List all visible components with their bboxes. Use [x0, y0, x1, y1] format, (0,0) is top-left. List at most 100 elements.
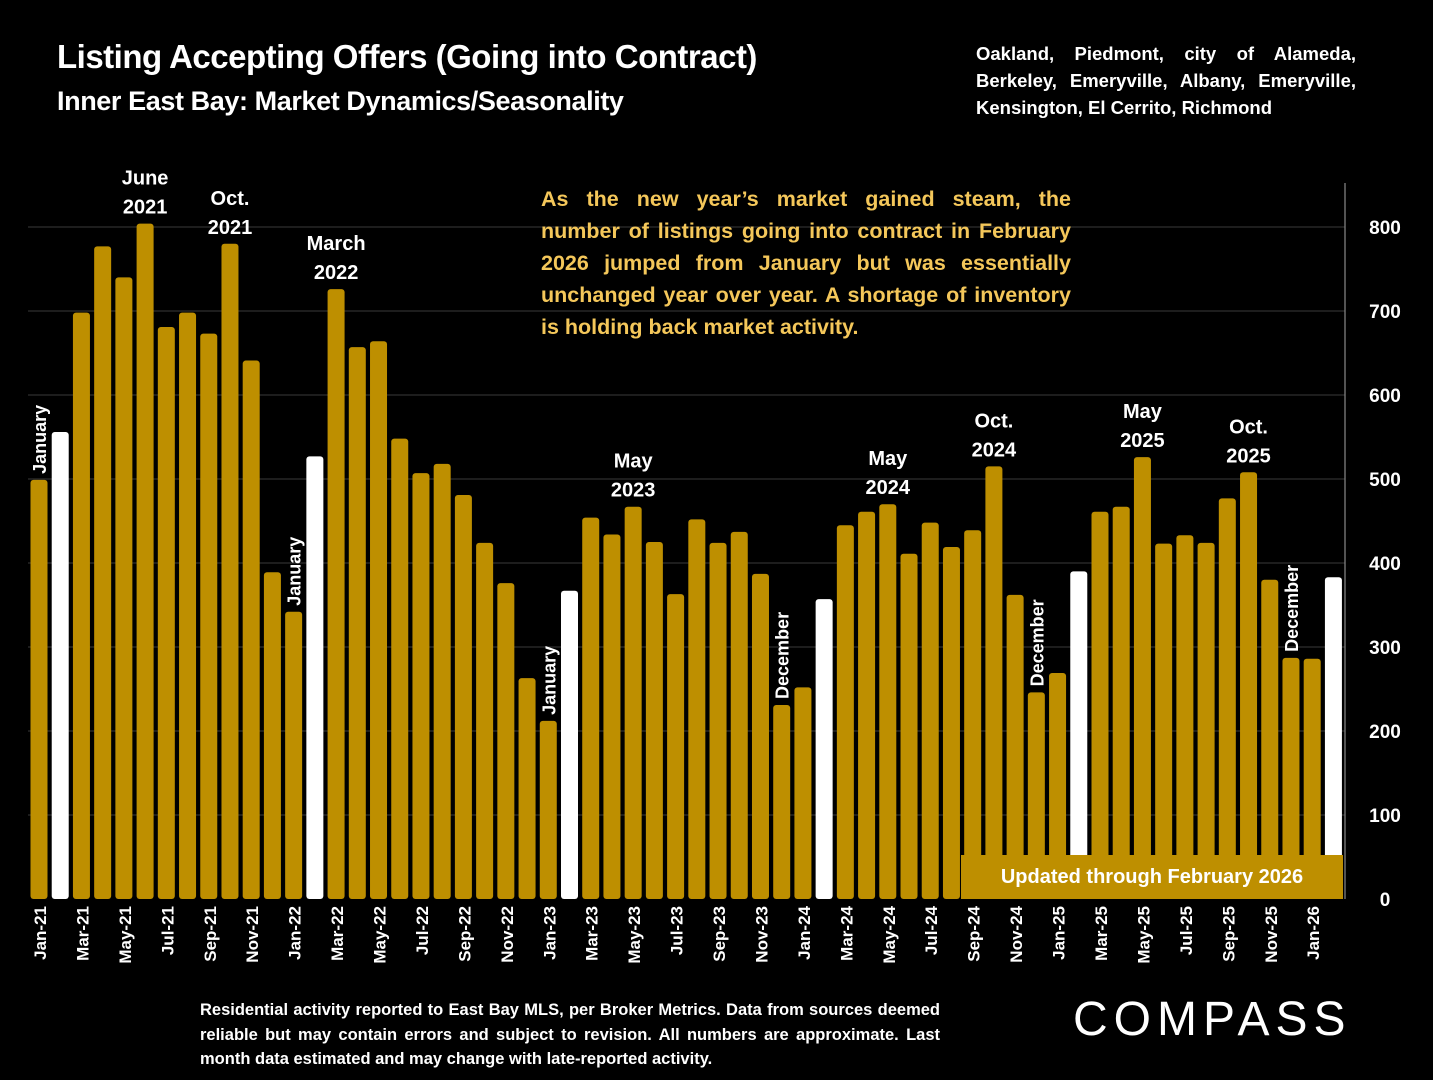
- y-tick-label: 0: [1380, 890, 1391, 911]
- bar-Oct-21: [221, 243, 239, 900]
- bar-chart: 0 100 200 300 400 500 600 700 800 Jan-21 Mar-21 Ma…: [28, 168, 1401, 964]
- bar-Apr-24: [858, 511, 876, 899]
- bar-Nov-23: [751, 573, 769, 899]
- bar-Jul-22: [412, 473, 430, 899]
- annotation-label: December: [773, 612, 793, 699]
- x-tick-label: Jan-21: [31, 906, 50, 960]
- bar-Sep-24: [964, 530, 982, 899]
- x-tick-label: Nov-22: [498, 906, 517, 963]
- x-tick-label: Mar-23: [583, 906, 602, 961]
- bar-Sep-22: [454, 494, 472, 899]
- annotation-label: January: [285, 537, 305, 606]
- bar-Jun-21: [136, 223, 154, 899]
- bar-Mar-24: [836, 525, 854, 899]
- x-tick-label: May-25: [1134, 906, 1153, 964]
- region-list: Oakland, Piedmont, city of Alameda, Berk…: [976, 43, 1356, 118]
- x-tick-label: Jan-26: [1304, 906, 1323, 960]
- bar-May-25: [1133, 457, 1151, 899]
- bar-Dec-25: [1282, 657, 1300, 899]
- bar-Jul-21: [157, 326, 175, 900]
- annotation-label: January: [30, 405, 50, 474]
- x-axis: Jan-21 Mar-21 May-21 Jul-21 Sep-21 Nov-21 Jan-…: [31, 905, 1323, 963]
- annotation-label: December: [1282, 565, 1302, 652]
- bar-Jul-24: [921, 522, 939, 899]
- bar-Dec-23: [773, 704, 791, 899]
- y-tick-label: 800: [1369, 218, 1401, 239]
- source-footnote: Residential activity reported to East Ba…: [200, 1001, 940, 1068]
- y-tick-label: 400: [1369, 554, 1401, 575]
- bar-May-22: [370, 341, 388, 899]
- annotation-label: 2022: [314, 262, 359, 284]
- y-axis: 0 100 200 300 400 500 600 700 800: [1344, 183, 1401, 911]
- annotation-label: June: [122, 168, 169, 190]
- bar-Sep-21: [200, 333, 218, 899]
- bar-highlight-Feb-21: [51, 431, 69, 899]
- x-tick-label: Jul-24: [922, 905, 941, 955]
- x-tick-label: Sep-24: [965, 905, 984, 961]
- bar-Aug-25: [1197, 542, 1215, 899]
- y-tick-label: 600: [1369, 386, 1401, 407]
- annotations: June 2021 Oct. 2021 March 2022 May 2023 May 2024 O…: [30, 168, 1302, 715]
- x-tick-label: Jul-25: [1177, 906, 1196, 955]
- bar-Nov-25: [1261, 579, 1279, 899]
- commentary-note: As the new year’s market gained steam, t…: [541, 187, 1071, 339]
- bar-Dec-22: [518, 678, 536, 899]
- bars: [30, 223, 1342, 900]
- y-tick-label: 300: [1369, 638, 1401, 659]
- bar-Mar-23: [582, 517, 600, 899]
- annotation-label: Oct.: [211, 188, 250, 210]
- bar-Oct-25: [1240, 472, 1258, 899]
- x-tick-label: Mar-24: [837, 905, 856, 960]
- bar-Nov-22: [497, 583, 515, 899]
- bar-Dec-24: [1027, 692, 1045, 899]
- annotation-label: May: [614, 451, 654, 473]
- updated-through-label: Updated through February 2026: [1000, 865, 1304, 888]
- annotation-label: Oct.: [974, 410, 1013, 432]
- bar-Aug-21: [179, 312, 197, 899]
- bar-Aug-23: [688, 519, 706, 899]
- x-tick-label: Nov-21: [243, 906, 262, 963]
- bar-Oct-22: [476, 542, 494, 899]
- x-tick-label: Jan-24: [795, 905, 814, 959]
- annotation-label: May: [868, 448, 908, 470]
- bar-Apr-21: [94, 246, 112, 899]
- bar-Apr-22: [348, 347, 366, 899]
- x-tick-label: Nov-25: [1262, 906, 1281, 963]
- bar-Jan-24: [794, 687, 812, 899]
- bar-Nov-21: [242, 360, 260, 899]
- y-tick-label: 700: [1369, 302, 1401, 323]
- bar-Jun-22: [391, 438, 409, 899]
- annotation-label: January: [539, 646, 559, 715]
- bar-May-24: [879, 504, 897, 899]
- bar-Oct-23: [730, 531, 748, 899]
- x-tick-label: Jul-21: [158, 906, 177, 955]
- annotation-label: 2023: [611, 480, 656, 502]
- bar-Jul-23: [667, 594, 685, 899]
- bar-Mar-22: [327, 289, 345, 899]
- bar-May-21: [115, 277, 133, 899]
- annotation-label: May: [1123, 401, 1163, 423]
- x-tick-label: Sep-21: [201, 906, 220, 962]
- bar-Apr-23: [603, 534, 621, 899]
- chart-title: Listing Accepting Offers (Going into Con…: [57, 38, 757, 75]
- bar-Apr-25: [1112, 506, 1130, 899]
- x-tick-label: Jul-22: [413, 906, 432, 955]
- bar-Jul-25: [1176, 535, 1194, 899]
- x-tick-label: Mar-25: [1092, 906, 1111, 961]
- annotation-label: 2025: [1226, 445, 1271, 467]
- bar-Dec-21: [263, 572, 281, 899]
- bar-Sep-25: [1218, 498, 1236, 899]
- annotation-label: 2021: [208, 217, 253, 239]
- bar-highlight-Feb-25: [1070, 571, 1088, 899]
- updated-through-badge: Updated through February 2026: [961, 855, 1343, 899]
- chart-subtitle: Inner East Bay: Market Dynamics/Seasonal…: [57, 86, 624, 116]
- annotation-label: 2025: [1120, 430, 1165, 452]
- bar-Aug-24: [942, 547, 960, 899]
- bar-Jan-23: [539, 720, 557, 899]
- bar-Nov-24: [1006, 594, 1024, 899]
- bar-Aug-22: [433, 463, 451, 899]
- x-tick-label: May-24: [880, 905, 899, 963]
- x-tick-label: Mar-21: [73, 906, 92, 961]
- bar-Jan-22: [285, 611, 303, 899]
- annotation-label: December: [1027, 599, 1047, 686]
